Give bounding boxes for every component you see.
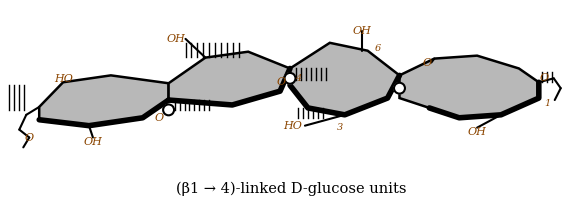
Text: O: O: [540, 73, 549, 83]
Text: OH: OH: [468, 127, 487, 137]
Text: O: O: [277, 77, 286, 87]
Text: O: O: [24, 133, 34, 143]
Polygon shape: [290, 43, 399, 115]
Text: 6: 6: [375, 44, 381, 53]
Text: OH: OH: [166, 34, 186, 44]
Polygon shape: [39, 75, 169, 126]
Text: OH: OH: [83, 137, 102, 147]
Text: HO: HO: [54, 74, 73, 84]
Circle shape: [394, 83, 405, 94]
Text: HO: HO: [283, 121, 302, 131]
Text: (β1 → 4)-linked D-glucose units: (β1 → 4)-linked D-glucose units: [176, 182, 406, 196]
Text: 4: 4: [295, 74, 301, 83]
Text: O: O: [154, 113, 164, 123]
Circle shape: [163, 104, 174, 115]
Text: 3: 3: [336, 123, 343, 132]
Text: O: O: [422, 58, 431, 68]
Polygon shape: [169, 52, 290, 105]
Polygon shape: [399, 56, 539, 118]
Text: 1: 1: [545, 100, 551, 109]
Circle shape: [285, 73, 296, 84]
Text: OH: OH: [352, 26, 371, 36]
